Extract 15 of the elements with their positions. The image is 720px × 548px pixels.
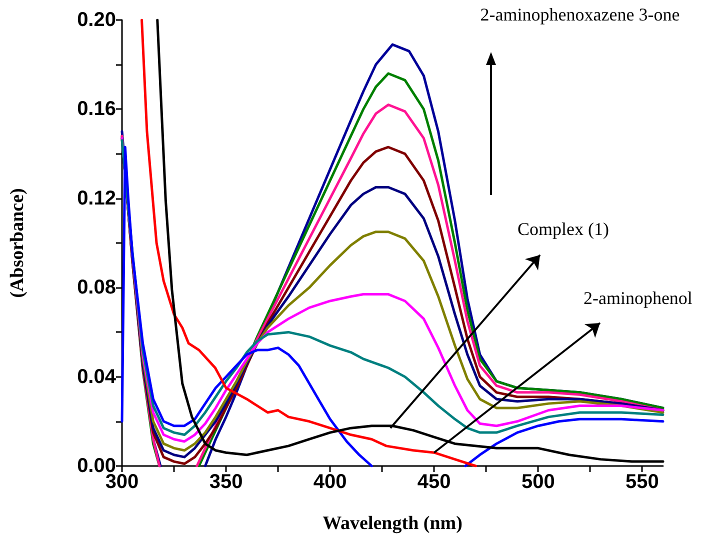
x-axis-title: Wavelength (nm) — [322, 513, 462, 534]
x-tick-label: 500 — [521, 471, 555, 493]
y-tick-label: 0.04 — [77, 366, 117, 388]
y-tick-label: 0.16 — [77, 98, 116, 120]
annotation: 2-aminophenoxazene 3-one — [480, 4, 680, 26]
annotation: 2-aminophenol — [583, 288, 692, 308]
y-tick-label: 0.20 — [77, 9, 116, 31]
y-axis-title: (Absorbance) — [7, 188, 28, 298]
y-tick-label: 0.08 — [77, 276, 116, 299]
x-tick-label: 400 — [313, 471, 347, 493]
x-tick-label: 450 — [417, 471, 451, 493]
x-tick-label: 350 — [209, 471, 243, 493]
annotation: Complex (1) — [518, 219, 610, 240]
x-tick-label: 550 — [626, 471, 659, 493]
y-tick-label: 0.12 — [77, 187, 116, 210]
